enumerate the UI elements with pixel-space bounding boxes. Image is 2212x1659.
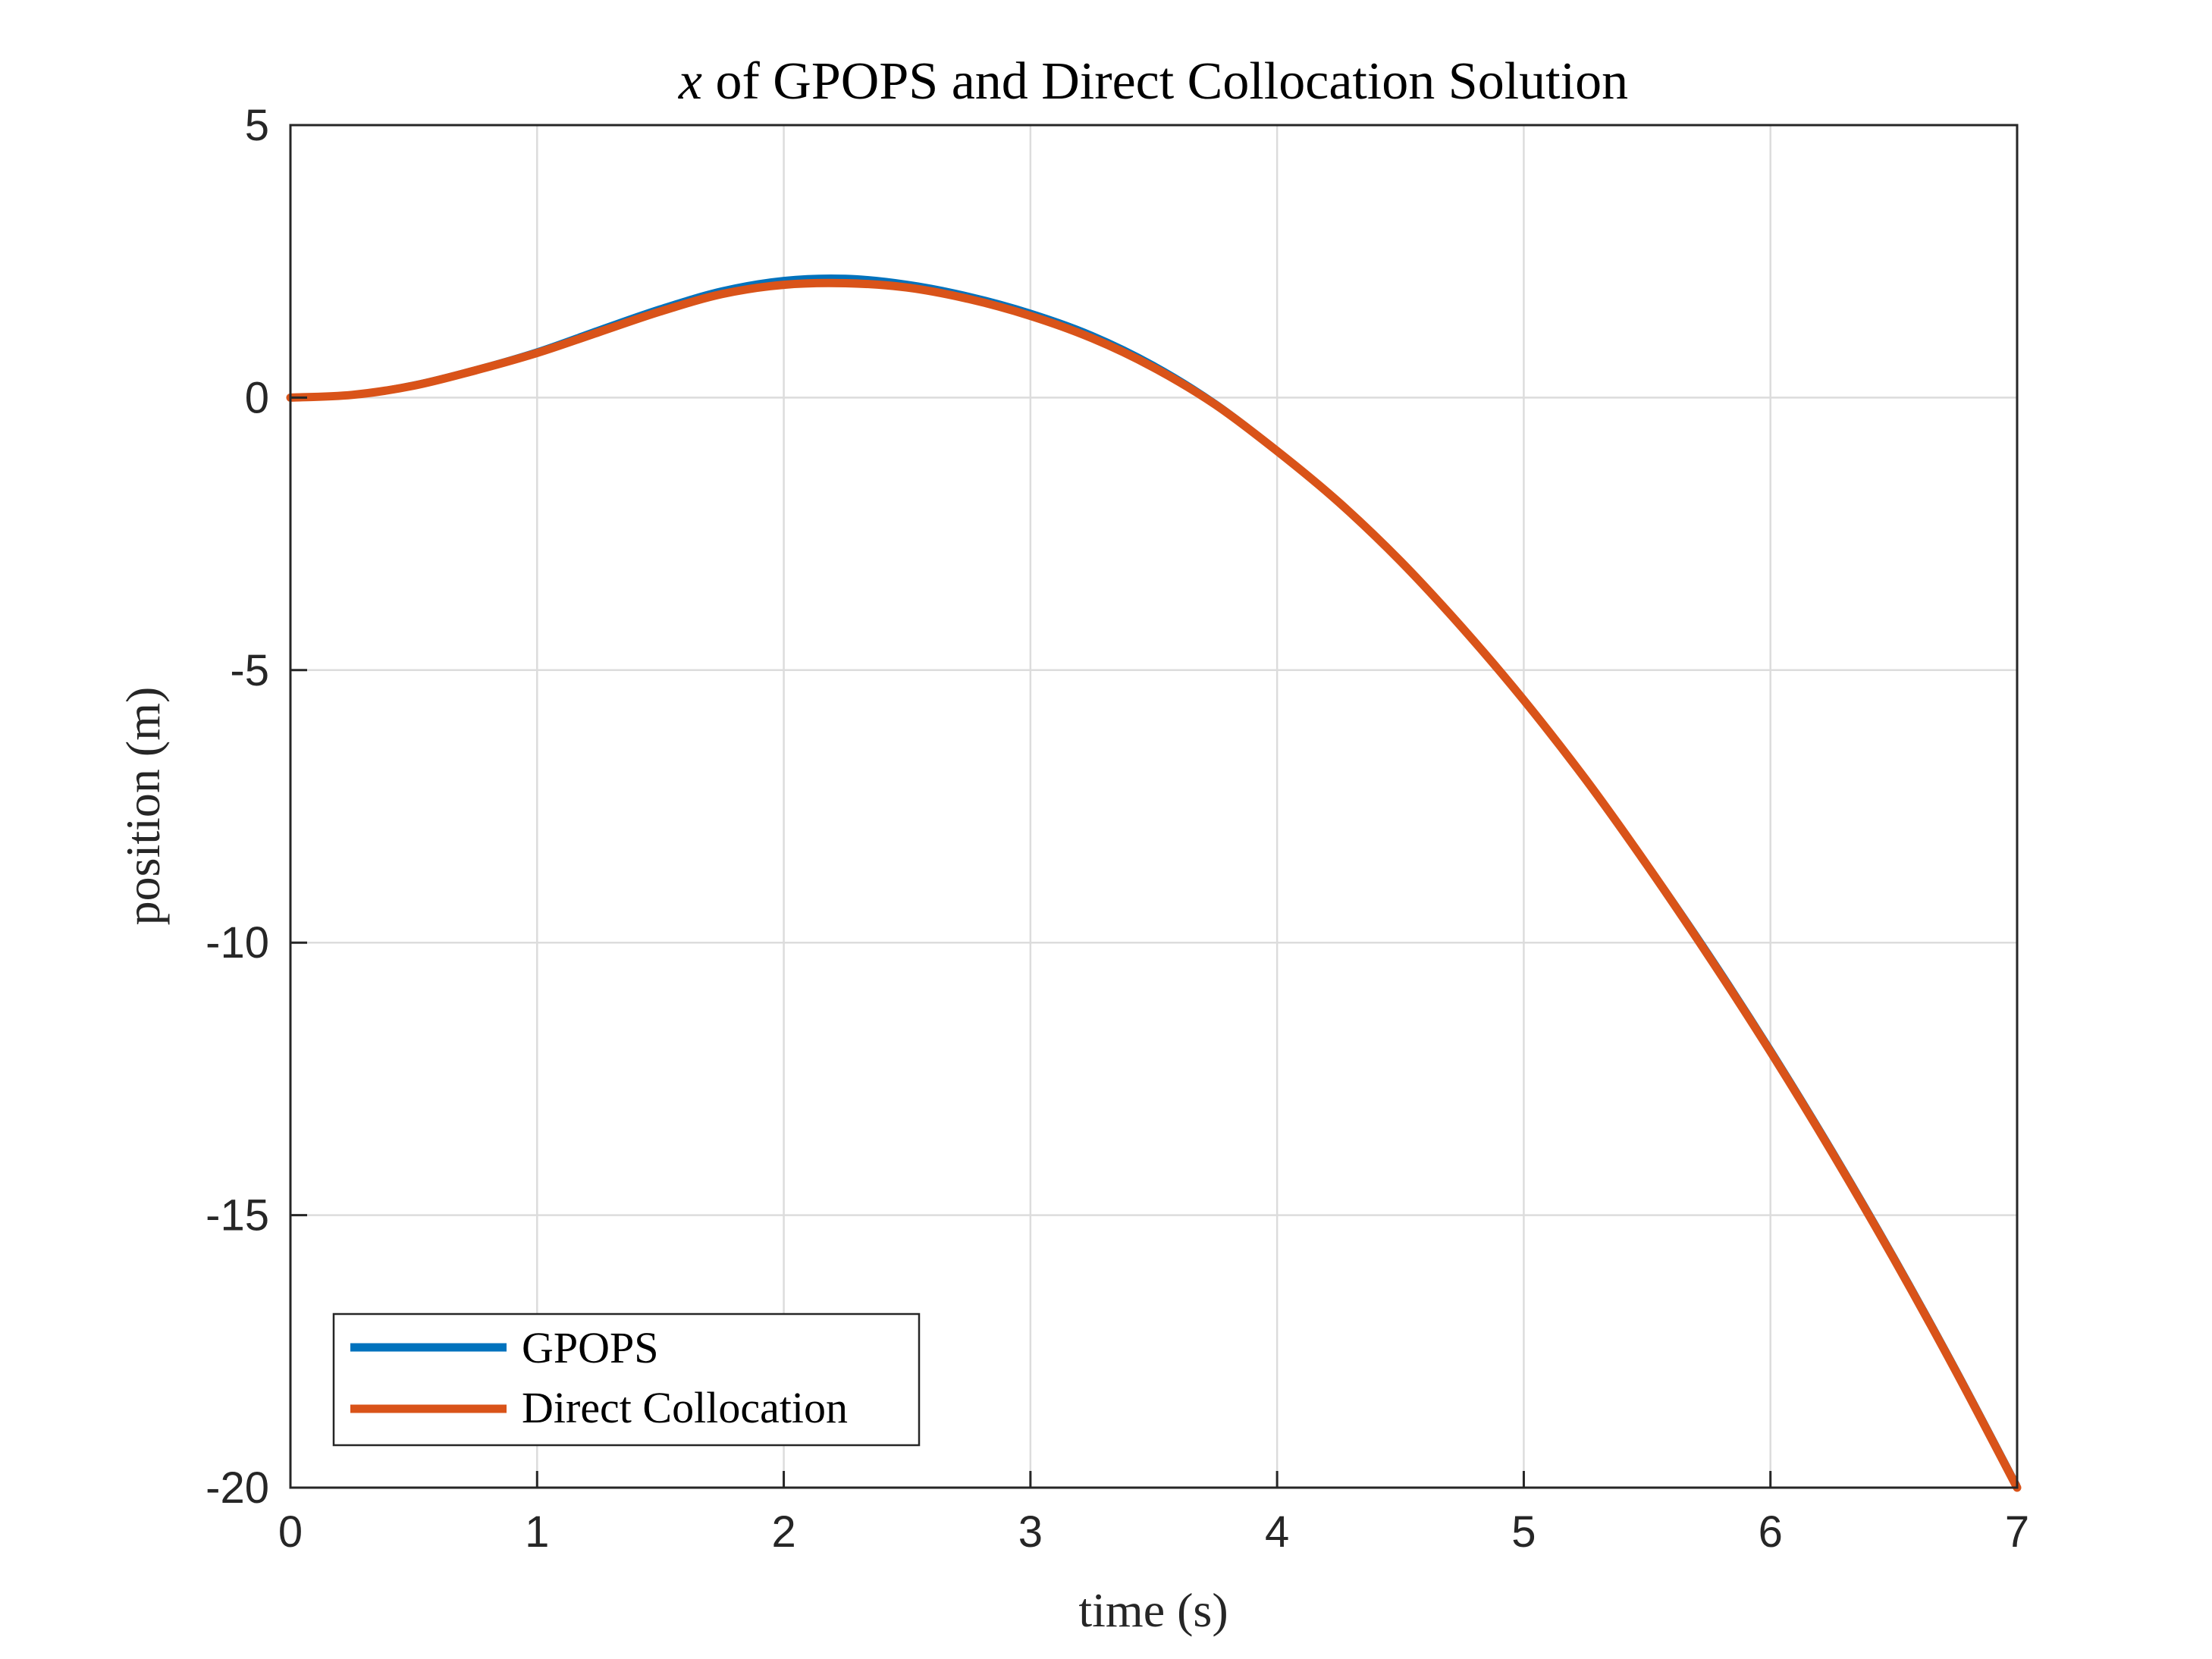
y-tick-label: 0 [245,373,269,422]
x-tick-label: 2 [771,1507,795,1557]
x-axis-label: time (s) [1078,1583,1228,1637]
legend-label-gpops: GPOPS [522,1323,659,1372]
y-tick-label: -5 [230,646,269,695]
x-tick-label: 5 [1511,1507,1536,1557]
y-tick-label: -15 [206,1191,269,1240]
legend-box [332,1312,921,1447]
tick-marks [289,124,2019,1489]
x-tick-label: 1 [525,1507,549,1557]
x-tick-label: 7 [2005,1507,2029,1557]
series-lines [286,274,2022,1492]
x-tick-label: 0 [278,1507,303,1557]
x-tick-label: 3 [1018,1507,1043,1557]
x-tick-label: 4 [1265,1507,1289,1557]
axes-box [289,124,2019,1489]
chart-title-rest: of GPOPS and Direct Collocation Solution [702,52,1628,111]
plot-area [290,125,2017,1488]
y-tick-label: -10 [206,918,269,967]
y-axis-label: position (m) [116,687,170,926]
y-tick-label: -20 [206,1463,269,1513]
chart-title-variable: x [678,52,702,111]
chart-title: x of GPOPS and Direct Collocation Soluti… [678,52,1628,111]
legend-label-direct-collocation: Direct Collocation [522,1383,848,1432]
y-tick-label: 5 [245,101,269,150]
grid [290,125,2017,1488]
y-tick-labels: 5 0 -5 -10 -15 -20 [206,101,269,1513]
x-tick-labels: 0 1 2 3 4 5 6 7 [278,1507,2029,1557]
x-tick-label: 6 [1759,1507,1783,1557]
series-line-direct-collocation [286,278,2022,1492]
legend: GPOPS Direct Collocation [332,1312,921,1447]
